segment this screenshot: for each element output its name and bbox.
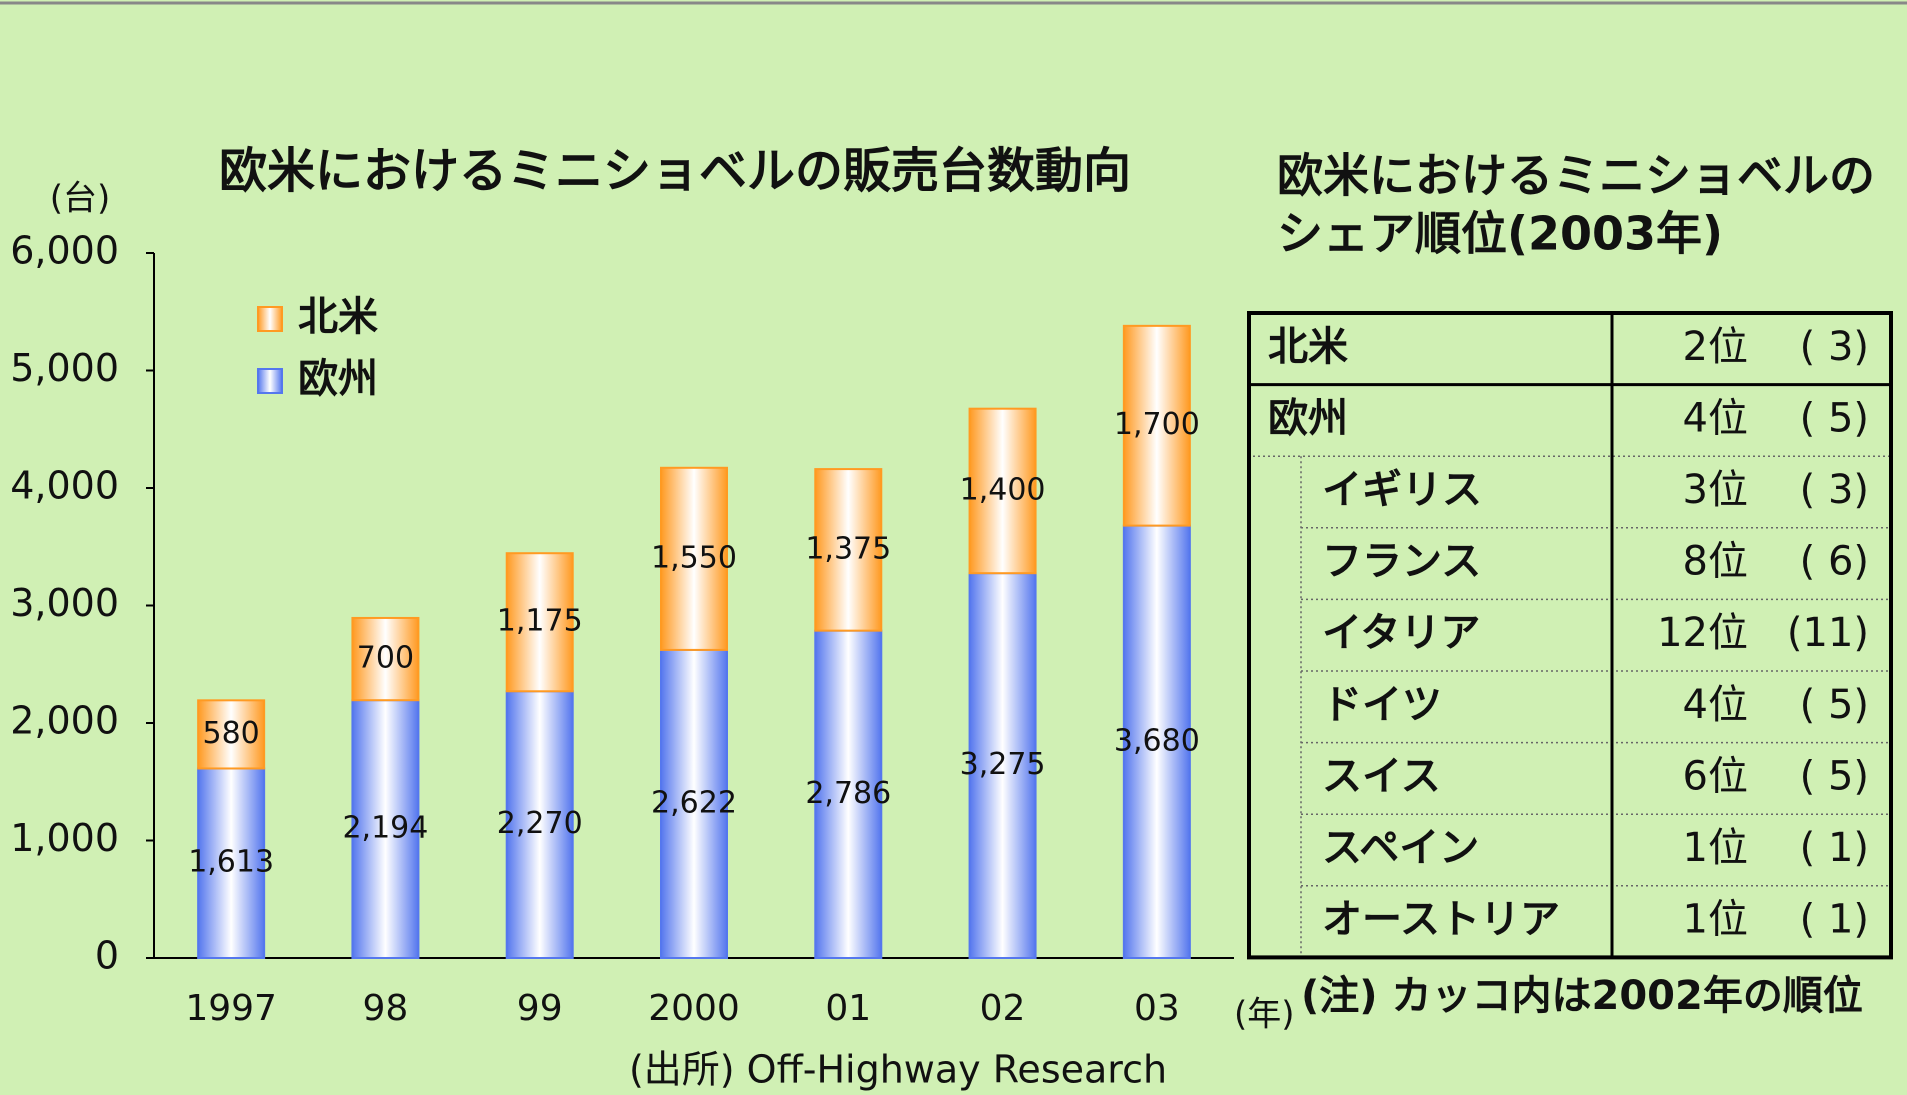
row-rank: 1位 — [1683, 825, 1748, 871]
row-prev: ( 5) — [1800, 395, 1869, 441]
value-label: 1,550 — [651, 540, 737, 575]
bar-segment — [351, 699, 420, 960]
row-prev: ( 5) — [1800, 682, 1869, 728]
value-label: 1,175 — [497, 604, 583, 639]
legend-label: 北米 — [298, 294, 378, 340]
row-rank: 12位 — [1657, 610, 1748, 656]
source: (出所) Off-Highway Research — [629, 1048, 1167, 1092]
chart-title: 欧米におけるミニショベルの販売台数動向 — [219, 143, 1131, 199]
table-note: (注) カッコ内は2002年の順位 — [1301, 973, 1863, 1019]
row-label: ドイツ — [1322, 682, 1442, 728]
y-tick-label: 1,000 — [10, 816, 119, 860]
row-rank: 4位 — [1683, 682, 1748, 728]
bar-segment — [505, 552, 574, 693]
value-label: 2,786 — [805, 776, 891, 811]
y-tick-label: 0 — [95, 934, 119, 978]
row-prev: ( 5) — [1800, 753, 1869, 799]
row-prev: ( 3) — [1800, 324, 1869, 370]
row-label: フランス — [1322, 539, 1481, 585]
row-label: イギリス — [1322, 467, 1482, 513]
row-prev: ( 3) — [1800, 467, 1869, 513]
table-border — [1247, 311, 1893, 960]
value-label: 3,275 — [960, 747, 1046, 782]
x-unit: (年) — [1234, 995, 1295, 1035]
value-label: 1,375 — [805, 531, 891, 566]
y-tick-label: 4,000 — [10, 464, 119, 508]
y-tick-label: 6,000 — [10, 229, 119, 273]
value-label: 2,622 — [651, 785, 737, 820]
row-label: オーストリア — [1322, 897, 1560, 943]
table-title: 欧米におけるミニショベルの — [1277, 149, 1875, 203]
table-title: シェア順位(2003年) — [1277, 207, 1723, 261]
value-label: 700 — [357, 641, 414, 676]
x-tick-label: 2000 — [648, 988, 740, 1029]
x-tick-label: 02 — [980, 988, 1026, 1029]
bar-segment — [814, 468, 883, 632]
row-label: イタリア — [1322, 610, 1480, 656]
value-label: 1,613 — [188, 845, 274, 880]
row-prev: ( 6) — [1800, 539, 1869, 585]
value-label: 580 — [203, 716, 260, 751]
legend-swatch — [257, 306, 283, 332]
row-rank: 2位 — [1683, 324, 1748, 370]
bar-segment — [968, 407, 1037, 575]
legend-swatch — [257, 368, 283, 394]
row-rank: 4位 — [1683, 395, 1748, 441]
row-prev: ( 1) — [1800, 825, 1869, 871]
bar-segment — [660, 466, 728, 651]
bar-segment — [1122, 324, 1191, 527]
row-prev: ( 1) — [1800, 897, 1869, 943]
y-unit: (台) — [50, 179, 111, 219]
bar-segment — [814, 629, 883, 960]
y-tick-label: 5,000 — [10, 346, 119, 390]
x-tick-label: 1997 — [185, 988, 277, 1029]
bar-segment — [1122, 524, 1191, 959]
value-label: 2,270 — [497, 806, 583, 841]
y-tick-label: 2,000 — [10, 699, 119, 743]
bar-segment — [505, 690, 574, 960]
row-rank: 6位 — [1683, 753, 1748, 799]
x-tick-label: 98 — [363, 988, 409, 1029]
row-prev: (11) — [1787, 610, 1869, 656]
bar-segment — [351, 616, 420, 702]
value-label: 3,680 — [1114, 723, 1200, 758]
row-label: 欧州 — [1268, 395, 1348, 441]
legend-label: 欧州 — [298, 356, 378, 402]
row-label: 北米 — [1268, 324, 1348, 370]
row-rank: 8位 — [1683, 539, 1748, 585]
row-rank: 3位 — [1683, 467, 1748, 513]
x-tick-label: 99 — [517, 988, 563, 1029]
value-label: 1,400 — [960, 472, 1046, 507]
row-rank: 1位 — [1683, 897, 1748, 943]
value-label: 1,700 — [1114, 407, 1200, 442]
bar-segment — [660, 648, 728, 959]
y-tick-label: 3,000 — [10, 581, 119, 625]
bar-segment — [968, 572, 1037, 959]
bar-segment — [197, 699, 266, 770]
row-label: スペイン — [1322, 825, 1479, 871]
x-tick-label: 03 — [1134, 988, 1180, 1029]
x-tick-label: 01 — [825, 988, 871, 1029]
row-label: スイス — [1322, 753, 1441, 799]
value-label: 2,194 — [342, 811, 428, 846]
